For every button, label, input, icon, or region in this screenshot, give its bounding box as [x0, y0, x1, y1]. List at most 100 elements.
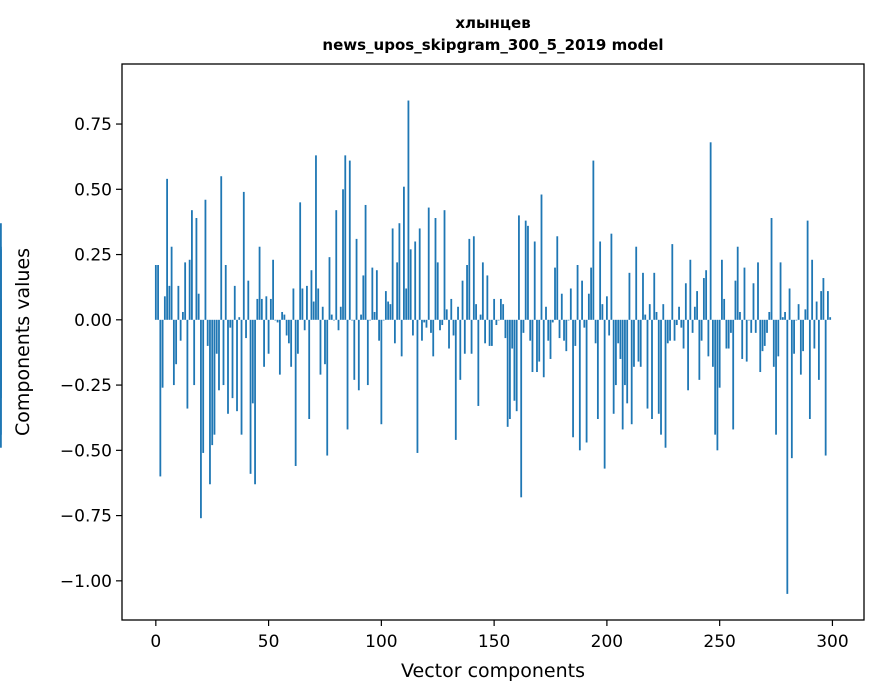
bar — [802, 319, 804, 352]
bar — [454, 319, 457, 440]
bar — [581, 280, 583, 320]
chart-subtitle: news_upos_skipgram_300_5_2019 model — [322, 36, 663, 54]
bar — [671, 244, 674, 320]
bar — [678, 306, 680, 320]
bar — [310, 270, 313, 320]
bar — [166, 178, 168, 320]
bar — [256, 298, 259, 320]
bar — [739, 311, 741, 320]
bar — [281, 311, 284, 320]
bar — [224, 265, 227, 320]
bar — [461, 280, 464, 320]
bar — [669, 319, 671, 341]
bar — [799, 319, 802, 375]
bar — [585, 319, 588, 443]
bar — [808, 319, 811, 419]
bar — [175, 319, 178, 365]
bar — [407, 100, 410, 320]
bar — [348, 160, 351, 320]
bar — [258, 246, 261, 320]
bar — [247, 280, 250, 320]
bar — [452, 319, 455, 336]
bar — [628, 272, 631, 320]
x-tick-label: 150 — [478, 632, 510, 652]
bar — [294, 319, 297, 466]
bar — [484, 319, 486, 344]
bar — [797, 304, 800, 320]
bar — [260, 298, 263, 320]
bar — [709, 142, 712, 320]
bar — [342, 189, 344, 320]
bar — [215, 319, 218, 354]
bar — [184, 262, 187, 320]
bar — [157, 265, 159, 320]
bar — [757, 262, 759, 320]
bar — [615, 319, 617, 386]
bar — [711, 319, 714, 367]
bar — [472, 236, 475, 320]
bar — [651, 319, 653, 419]
bar — [542, 319, 545, 378]
bar — [779, 262, 782, 320]
bar — [233, 285, 236, 320]
bar — [490, 319, 493, 346]
bar — [646, 319, 649, 409]
bar — [274, 319, 277, 321]
bar — [743, 267, 746, 320]
bar — [820, 291, 823, 320]
bar — [389, 304, 392, 320]
bar — [759, 319, 762, 373]
bar — [238, 317, 241, 320]
bar — [436, 262, 439, 320]
bar — [725, 319, 728, 349]
bar — [287, 319, 290, 344]
bar — [608, 319, 611, 336]
bar — [730, 319, 732, 333]
bar — [822, 278, 825, 320]
bar — [213, 319, 216, 435]
bar — [827, 291, 829, 320]
y-tick-label: 0.25 — [74, 246, 112, 266]
bar — [691, 319, 694, 333]
bar — [398, 223, 401, 320]
bar — [278, 319, 281, 375]
bar — [723, 298, 726, 320]
bar — [639, 319, 642, 367]
bar — [218, 319, 220, 391]
bar — [635, 246, 638, 320]
bar — [269, 298, 272, 320]
y-axis-label: Components values — [12, 248, 34, 436]
bar — [596, 319, 599, 419]
bar — [393, 319, 396, 344]
bar — [396, 262, 399, 320]
bar — [328, 257, 331, 320]
bar — [425, 319, 428, 328]
bar — [154, 265, 157, 320]
bar — [578, 319, 581, 451]
x-tick-label: 0 — [150, 632, 161, 652]
bar — [409, 249, 412, 320]
bar — [353, 319, 356, 380]
bar — [538, 319, 541, 362]
bar — [804, 309, 807, 320]
bar — [707, 319, 710, 357]
bar — [689, 259, 692, 320]
bar — [375, 270, 378, 320]
bar — [319, 319, 322, 375]
bar — [531, 319, 534, 373]
bar — [721, 259, 723, 320]
bar — [662, 304, 665, 320]
x-axis-label: Vector components — [401, 660, 585, 682]
bar — [159, 319, 162, 477]
bar — [795, 319, 798, 321]
bar — [371, 267, 374, 320]
bar — [432, 319, 435, 357]
bar — [231, 319, 234, 399]
bar — [655, 311, 658, 320]
bar — [648, 304, 651, 320]
bar — [202, 319, 205, 453]
bar — [509, 319, 511, 419]
bar — [549, 319, 552, 359]
bar — [556, 236, 559, 320]
bar — [524, 220, 527, 320]
